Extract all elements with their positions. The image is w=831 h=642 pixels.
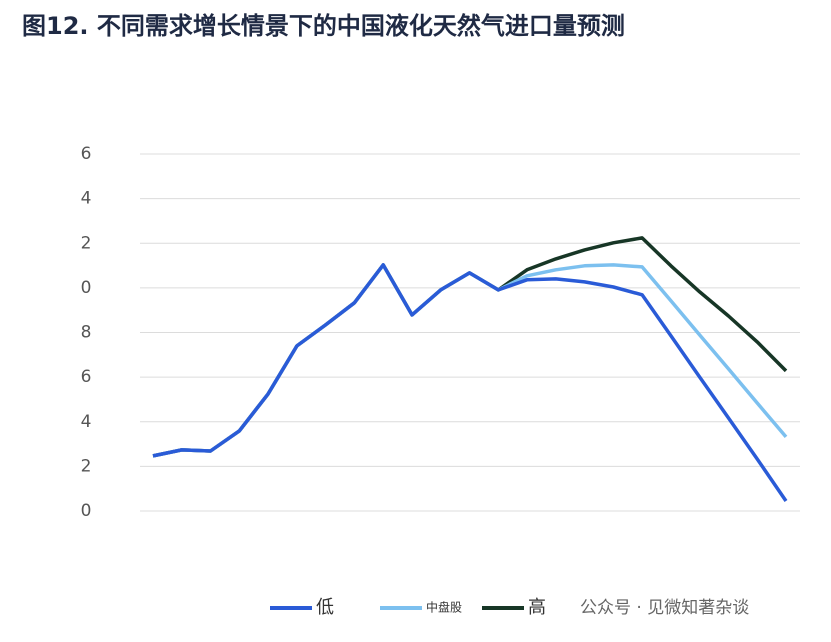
y-tick-label: 4 (81, 412, 92, 432)
y-tick-label: 0 (81, 278, 92, 298)
watermark: 公众号 · 见微知著杂谈 (580, 598, 749, 618)
legend-label: 低 (316, 597, 334, 618)
y-tick-label: 2 (81, 456, 92, 476)
y-tick-label: 2 (81, 233, 92, 253)
y-tick-label: 0 (81, 501, 92, 521)
series-line (152, 263, 788, 502)
series-line (152, 263, 788, 458)
y-tick-label: 6 (81, 367, 92, 387)
legend-label: 中盘股 (426, 600, 462, 615)
chart-title: 图12. 不同需求增长情景下的中国液化天然气进口量预测 (22, 12, 625, 40)
legend-label: 高 (528, 597, 546, 618)
series-line (152, 236, 788, 458)
y-tick-label: 6 (81, 144, 92, 164)
y-tick-label: 4 (81, 189, 92, 209)
y-tick-label: 8 (81, 323, 92, 343)
